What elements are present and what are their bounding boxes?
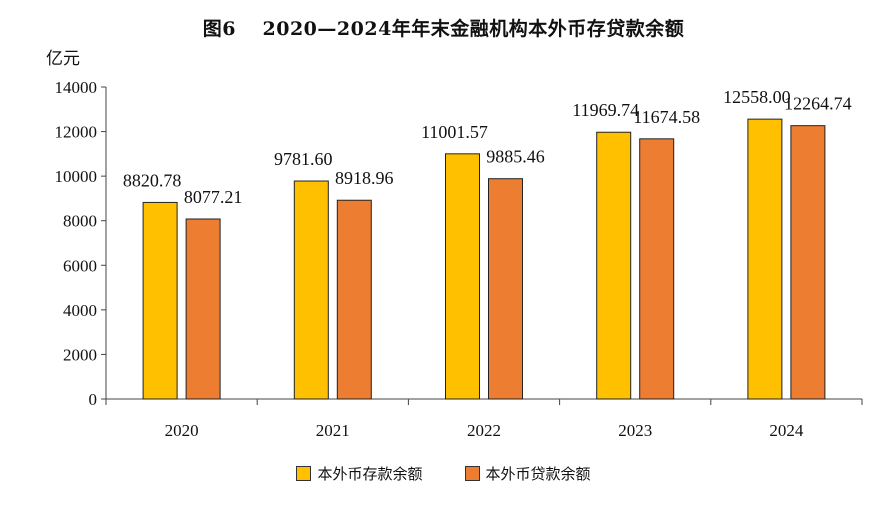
legend-swatch-loans: [464, 466, 480, 481]
y-axis-unit-label: 亿元: [46, 49, 80, 69]
data-label: 8077.21: [184, 187, 243, 207]
y-tick-label: 12000: [55, 123, 98, 142]
legend-item-deposits: 本外币存款余额: [296, 463, 423, 484]
y-tick-label: 8000: [63, 212, 97, 231]
chart-title: 图6 2020—2024年年末金融机构本外币存贷款余额: [202, 18, 685, 40]
y-tick-label: 6000: [63, 256, 97, 275]
x-tick-label: 2021: [316, 421, 350, 440]
bar-deposit: [445, 153, 480, 400]
bar-deposit: [293, 180, 329, 400]
bar-deposit: [142, 201, 178, 400]
legend-label-loans: 本外币贷款余额: [485, 465, 591, 483]
legend: 本外币存款余额 本外币贷款余额: [0, 463, 887, 484]
bar-loan: [639, 138, 675, 400]
bar-loan: [790, 125, 826, 400]
y-tick-label: 14000: [55, 78, 98, 97]
y-tick-label: 0: [89, 390, 98, 409]
data-label: 8820.78: [123, 170, 182, 190]
x-tick-label: 2020: [165, 421, 199, 440]
x-tick-label: 2022: [467, 421, 501, 440]
bar-deposit: [747, 118, 783, 400]
data-label: 12264.74: [784, 94, 852, 114]
bar-deposit: [596, 131, 632, 400]
bar-loan: [488, 178, 523, 400]
x-tick-label: 2024: [769, 421, 804, 440]
legend-label-deposits: 本外币存款余额: [317, 465, 423, 483]
y-tick-label: 2000: [63, 345, 97, 364]
bar-loan: [336, 199, 372, 400]
y-tick-label: 10000: [55, 167, 98, 186]
data-label: 9885.46: [486, 147, 545, 167]
data-label: 11674.58: [633, 107, 700, 127]
y-tick-label: 4000: [63, 301, 97, 320]
x-tick-label: 2023: [618, 421, 652, 440]
data-label: 12558.00: [723, 87, 791, 107]
legend-swatch-deposits: [296, 466, 312, 481]
data-label: 8918.96: [335, 168, 394, 188]
data-label: 11969.74: [572, 100, 639, 120]
data-label: 11001.57: [421, 122, 488, 142]
legend-item-loans: 本外币贷款余额: [464, 463, 591, 484]
bar-loan: [185, 218, 221, 400]
data-label: 9781.60: [274, 149, 333, 169]
